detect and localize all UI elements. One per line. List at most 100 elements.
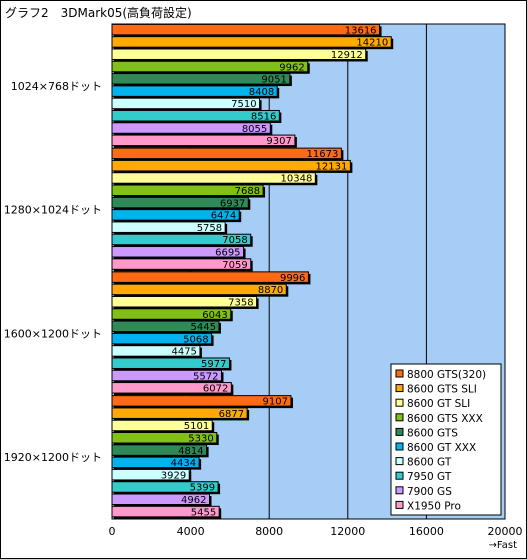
bar — [111, 283, 287, 296]
data-label: 5455 — [191, 507, 216, 518]
tick-label: 20000 — [488, 525, 523, 538]
data-label: 5330 — [188, 434, 213, 445]
legend-entry: 8600 GTS — [407, 427, 458, 439]
bar — [111, 357, 230, 369]
data-label: 6695 — [215, 248, 240, 259]
legend-swatch — [395, 413, 404, 422]
bar — [111, 271, 309, 283]
data-label: 6474 — [211, 211, 236, 222]
bar — [111, 221, 226, 233]
bar — [111, 122, 271, 134]
bar — [111, 60, 309, 73]
data-label: 3929 — [161, 470, 186, 481]
legend-entry: 7950 GT — [407, 471, 452, 483]
bar — [111, 345, 201, 357]
chart-title: グラフ2 3DMark05(高負荷設定) — [5, 6, 192, 20]
data-label: 7059 — [222, 260, 247, 271]
tick-label: 8000 — [255, 525, 283, 538]
bar — [111, 36, 392, 48]
bar — [111, 468, 190, 481]
legend-swatch — [395, 486, 404, 495]
data-label: 9107 — [262, 397, 287, 408]
bar — [111, 246, 245, 258]
data-label: 4434 — [171, 458, 196, 469]
category-label: 1024×768ドット — [11, 80, 102, 93]
tick-label: 16000 — [409, 525, 444, 538]
bar — [111, 369, 222, 382]
bar — [111, 184, 264, 197]
data-label: 8055 — [242, 124, 267, 135]
data-label: 6937 — [220, 198, 245, 209]
bar — [111, 159, 351, 172]
data-label: 10348 — [281, 174, 313, 185]
bar — [111, 456, 200, 469]
legend-swatch — [395, 369, 404, 378]
bar — [111, 258, 252, 270]
bar — [111, 172, 316, 184]
bar — [111, 85, 278, 97]
bar — [111, 505, 220, 518]
tick-label: 0 — [109, 525, 116, 538]
bar — [111, 419, 213, 432]
data-label: 5572 — [193, 371, 218, 382]
data-label: 6072 — [203, 384, 228, 395]
data-label: 5445 — [191, 322, 216, 333]
tick-label: 4000 — [177, 525, 205, 538]
bar — [111, 320, 220, 333]
bar — [111, 97, 261, 110]
data-label: 7510 — [231, 99, 256, 110]
bar — [111, 209, 240, 221]
bar — [111, 432, 218, 444]
bar — [111, 73, 291, 85]
bar — [111, 196, 249, 209]
data-label: 12912 — [331, 50, 363, 61]
tick-label: 12000 — [330, 525, 365, 538]
data-label: 11673 — [307, 149, 339, 160]
legend-swatch — [395, 384, 404, 393]
data-label: 5101 — [184, 421, 209, 432]
legend-swatch — [395, 398, 404, 407]
bar — [111, 481, 219, 493]
bar — [111, 332, 213, 345]
data-label: 8516 — [251, 111, 276, 122]
bar — [111, 382, 232, 394]
legend-entry: 8600 GTS SLI — [407, 384, 477, 396]
data-label: 5068 — [183, 334, 208, 345]
data-label: 9996 — [280, 273, 305, 284]
legend-swatch — [395, 457, 404, 466]
data-label: 7058 — [222, 235, 247, 246]
data-label: 6043 — [202, 310, 227, 321]
category-label: 1920×1200ドット — [4, 451, 102, 464]
bar — [111, 493, 211, 506]
legend-entry: 8600 GT XXX — [407, 442, 476, 454]
legend-swatch — [395, 500, 404, 509]
data-label: 5977 — [201, 359, 226, 370]
bar — [111, 233, 252, 246]
data-label: 7358 — [228, 297, 253, 308]
bar — [111, 48, 367, 60]
bar — [111, 295, 258, 308]
legend-entry: 7900 GS — [407, 486, 452, 498]
data-label: 4475 — [171, 347, 196, 358]
category-label: 1600×1200ドット — [4, 327, 102, 340]
legend-entry: 8800 GTS(320) — [407, 369, 486, 381]
bar — [111, 147, 342, 160]
legend-entry: 8600 GT — [407, 457, 452, 469]
bar — [111, 407, 248, 419]
bar — [111, 395, 292, 407]
data-label: 8870 — [258, 285, 283, 296]
data-label: 6877 — [219, 409, 244, 420]
data-label: 4814 — [178, 446, 203, 457]
data-label: 9962 — [279, 62, 304, 73]
bar — [111, 134, 296, 147]
data-label: 12131 — [316, 161, 348, 172]
bar — [111, 444, 208, 456]
data-label: 8408 — [249, 87, 274, 98]
bar — [111, 308, 232, 320]
data-label: 9051 — [261, 75, 286, 86]
legend — [390, 363, 502, 516]
x-axis-label: →Fast — [489, 540, 518, 551]
legend-entry: 8600 GT SLI — [407, 398, 470, 410]
legend-entry: 8600 GTS XXX — [407, 413, 483, 425]
